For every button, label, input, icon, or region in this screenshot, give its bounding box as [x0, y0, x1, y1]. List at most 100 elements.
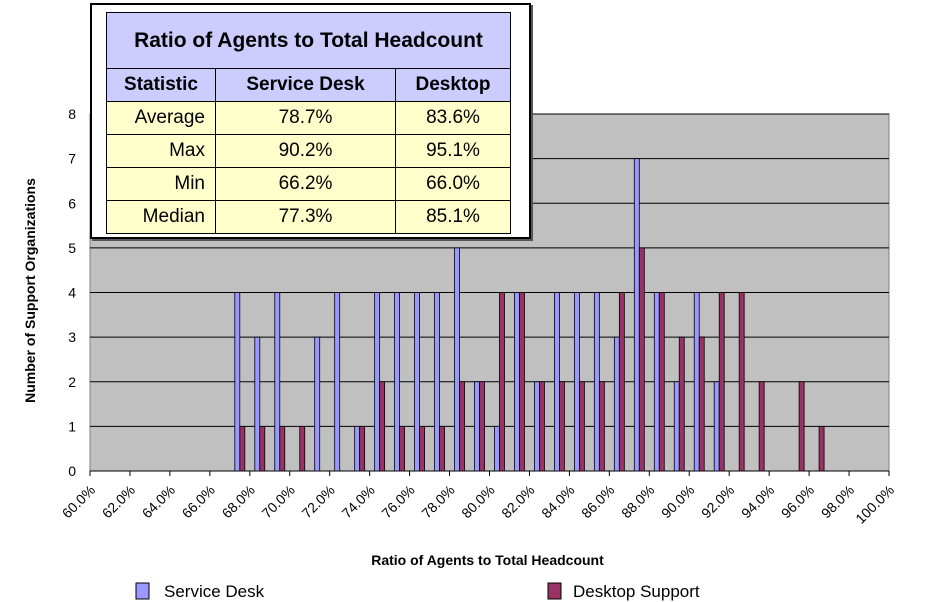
bar-service-desk: [234, 292, 241, 472]
statistics-table-title: Ratio of Agents to Total Headcount: [106, 12, 511, 69]
x-tick-label: 90.0%: [658, 482, 697, 521]
x-tick-label: 62.0%: [99, 482, 138, 521]
bar-desktop-support: [738, 292, 745, 472]
desktop-value: 95.1%: [395, 134, 511, 168]
legend-label-service-desk: Service Desk: [164, 582, 265, 601]
x-axis-title: Ratio of Agents to Total Headcount: [371, 552, 604, 568]
service-desk-value: 77.3%: [215, 200, 396, 234]
bar-service-desk: [334, 292, 341, 472]
x-tick-label: 60.0%: [59, 482, 98, 521]
bar-desktop-support: [718, 292, 725, 472]
x-tick-label: 92.0%: [698, 482, 737, 521]
x-tick-label: 76.0%: [378, 482, 417, 521]
bar-service-desk: [713, 381, 720, 472]
bar-service-desk: [593, 292, 600, 472]
bar-service-desk: [394, 292, 401, 472]
bar-desktop-support: [499, 292, 505, 472]
x-tick-label: 72.0%: [298, 482, 337, 521]
y-tick-label: 6: [68, 195, 76, 211]
bar-service-desk: [254, 336, 261, 472]
x-tick-label: 78.0%: [418, 482, 457, 521]
bar-desktop-support: [259, 425, 266, 472]
bar-service-desk: [554, 292, 560, 472]
bar-desktop-support: [758, 381, 765, 472]
bar-desktop-support: [459, 381, 465, 472]
table-row: Average 78.7% 83.6%: [106, 101, 511, 135]
x-tick-label: 80.0%: [458, 482, 497, 521]
bar-desktop-support: [479, 381, 485, 472]
desktop-value: 83.6%: [395, 101, 511, 135]
desktop-value: 66.0%: [395, 167, 511, 201]
bar-desktop-support: [379, 381, 386, 472]
x-tick-label: 100.0%: [852, 482, 897, 527]
legend: Service Desk Desktop Support: [135, 582, 700, 601]
y-tick-label: 4: [68, 285, 76, 301]
bar-service-desk: [314, 336, 321, 472]
bar-service-desk: [514, 292, 520, 472]
x-tick-label: 74.0%: [338, 482, 377, 521]
stat-label: Median: [106, 200, 216, 234]
stat-label: Max: [106, 134, 216, 168]
bar-desktop-support: [559, 381, 565, 472]
x-tick-label: 82.0%: [498, 482, 537, 521]
column-header-service-desk: Service Desk: [215, 68, 396, 102]
bar-desktop-support: [638, 247, 645, 472]
bar-desktop-support: [439, 425, 445, 472]
x-tick-label: 68.0%: [219, 482, 258, 521]
desktop-value: 85.1%: [395, 200, 511, 234]
column-header-statistic: Statistic: [106, 68, 216, 102]
y-tick-label: 7: [68, 151, 76, 167]
stat-label: Min: [106, 167, 216, 201]
bar-service-desk: [354, 425, 361, 472]
bar-desktop-support: [678, 336, 685, 472]
x-tick-label: 88.0%: [618, 482, 657, 521]
bar-desktop-support: [279, 425, 286, 472]
table-row: Min 66.2% 66.0%: [106, 167, 511, 201]
bar-service-desk: [534, 381, 540, 472]
bar-desktop-support: [798, 381, 805, 472]
bar-desktop-support: [698, 336, 705, 472]
bar-desktop-support: [359, 425, 366, 472]
service-desk-value: 78.7%: [215, 101, 396, 135]
service-desk-value: 90.2%: [215, 134, 396, 168]
bar-desktop-support: [419, 425, 425, 472]
table-row: Max 90.2% 95.1%: [106, 134, 511, 168]
bar-service-desk: [673, 381, 680, 472]
y-axis-title: Number of Support Organizations: [22, 178, 38, 403]
x-tick-label: 64.0%: [139, 482, 178, 521]
x-tick-label: 66.0%: [179, 482, 218, 521]
bar-desktop-support: [818, 425, 825, 472]
bar-desktop-support: [618, 292, 625, 472]
bar-desktop-support: [658, 292, 665, 472]
x-tick-label: 84.0%: [538, 482, 577, 521]
x-tick-label: 70.0%: [258, 482, 297, 521]
y-tick-label: 3: [68, 329, 76, 345]
bar-service-desk: [434, 292, 440, 472]
y-tick-label: 1: [68, 418, 76, 434]
table-row: Median 77.3% 85.1%: [106, 200, 511, 234]
bar-service-desk: [414, 292, 420, 472]
bar-desktop-support: [598, 381, 605, 472]
bar-service-desk: [374, 292, 381, 472]
y-tick-label: 2: [68, 374, 76, 390]
bar-service-desk: [274, 292, 281, 472]
service-desk-value: 66.2%: [215, 167, 396, 201]
bar-desktop-support: [299, 425, 306, 472]
bar-service-desk: [474, 381, 480, 472]
bar-desktop-support: [539, 381, 545, 472]
bar-desktop-support: [239, 425, 246, 472]
column-header-desktop: Desktop: [395, 68, 511, 102]
x-tick-label: 94.0%: [738, 482, 777, 521]
y-tick-label: 5: [68, 240, 76, 256]
bar-desktop-support: [399, 425, 406, 472]
x-tick-label: 86.0%: [578, 482, 617, 521]
bar-service-desk: [454, 247, 460, 472]
bar-service-desk: [613, 336, 620, 472]
y-tick-label: 8: [68, 106, 76, 122]
x-tick-label: 96.0%: [778, 482, 817, 521]
statistics-table: Ratio of Agents to Total Headcount Stati…: [106, 12, 511, 234]
statistics-panel: Ratio of Agents to Total Headcount Stati…: [90, 3, 531, 239]
stat-label: Average: [106, 101, 216, 135]
bar-desktop-support: [578, 381, 585, 472]
bar-service-desk: [693, 292, 700, 472]
